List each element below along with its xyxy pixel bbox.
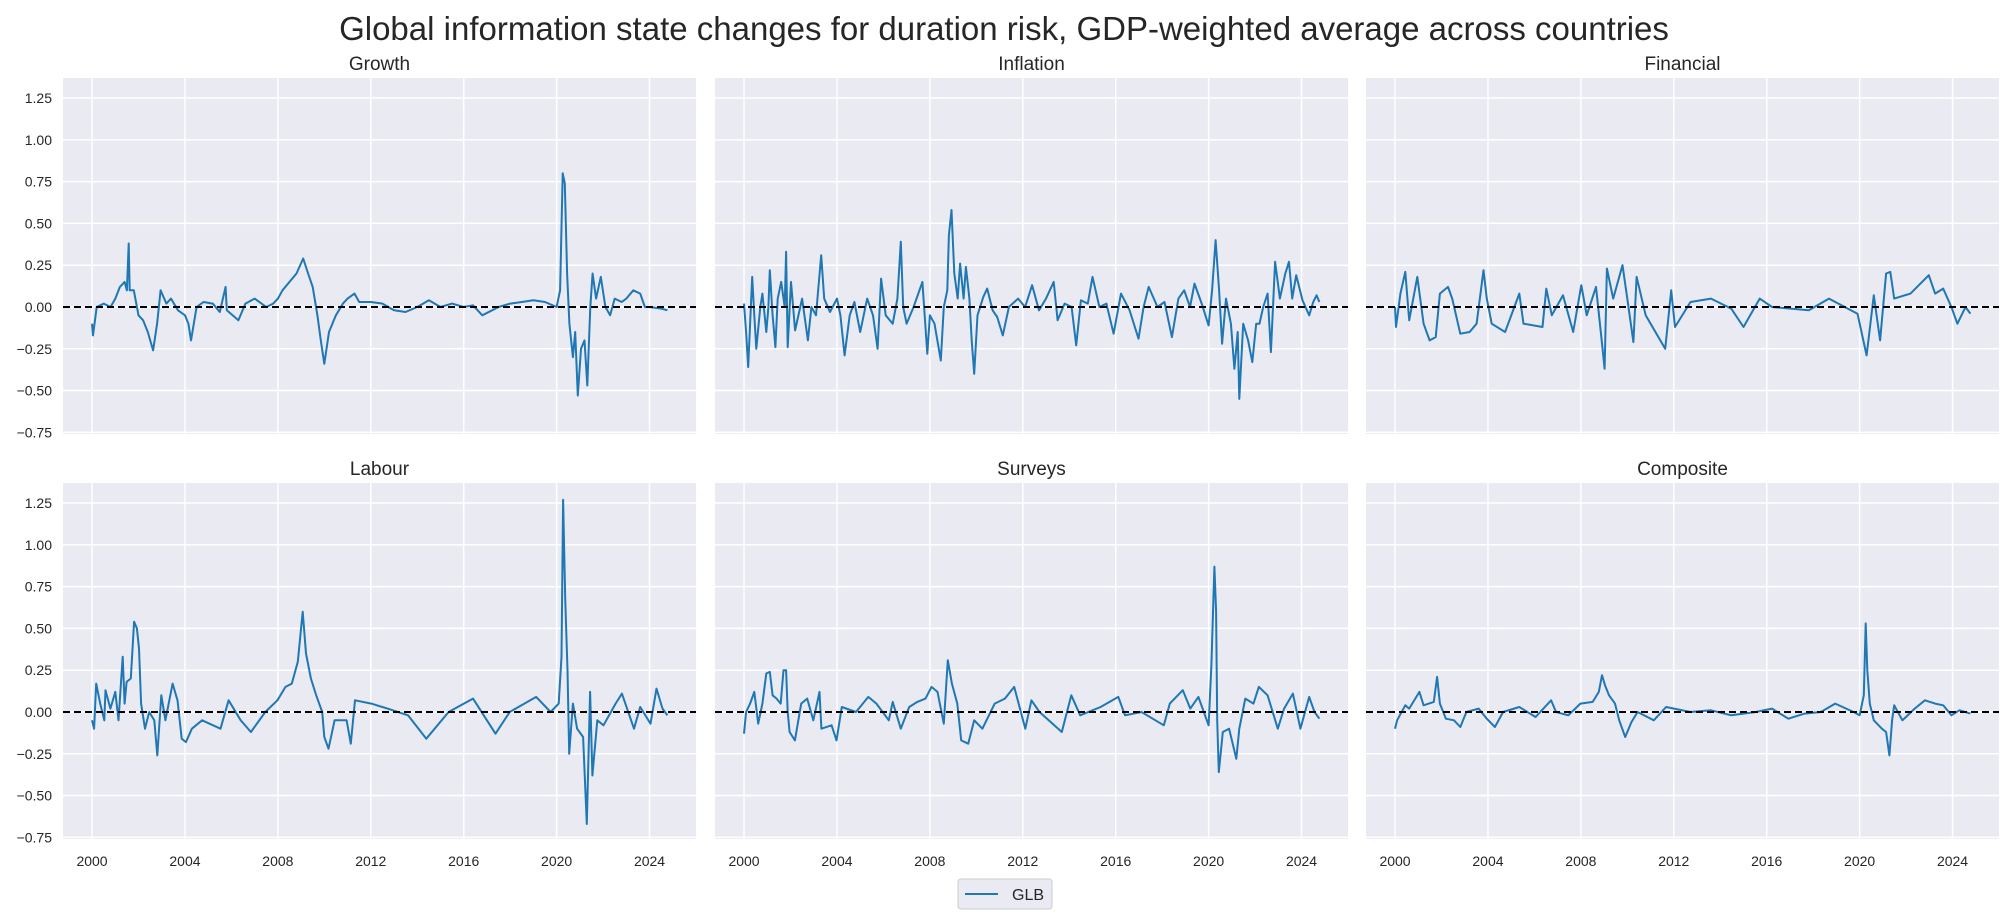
legend-box <box>957 878 1053 910</box>
x-tick-label: 2020 <box>1844 853 1875 869</box>
y-tick-label: 1.25 <box>25 495 52 511</box>
x-tick-label: 2020 <box>1193 853 1224 869</box>
series-line-glb <box>1394 622 1971 757</box>
x-tick-label: 2000 <box>76 853 107 869</box>
x-tick-label: 2016 <box>448 853 479 869</box>
x-tick-label: 2000 <box>1379 853 1410 869</box>
y-tick-label: 0.00 <box>25 299 52 315</box>
series-line-glb <box>743 209 1321 400</box>
x-tick-label: 2020 <box>541 853 572 869</box>
x-tick-label: 2008 <box>262 853 293 869</box>
x-tick-label: 2012 <box>1007 853 1038 869</box>
plot-area <box>63 483 696 839</box>
y-tick-label: 0.25 <box>25 257 52 273</box>
subplot-title: Financial <box>1644 54 1720 75</box>
x-tick-label: 2004 <box>169 853 200 869</box>
x-tick-label: 2016 <box>1100 853 1131 869</box>
series-line-glb <box>743 565 1321 774</box>
y-tick-label: 0.75 <box>25 579 52 595</box>
y-tick-label: 0.25 <box>25 662 52 678</box>
x-tick-label: 2008 <box>1565 853 1596 869</box>
y-tick-label: −0.75 <box>17 829 53 845</box>
x-tick-label: 2012 <box>1658 853 1689 869</box>
x-tick-label: 2008 <box>914 853 945 869</box>
x-tick-label: 2024 <box>1937 853 1968 869</box>
y-tick-label: 0.75 <box>25 174 52 190</box>
plot-area <box>63 78 696 434</box>
subplot-growth: −0.75 −0.50 −0.25 0.00 0.25 0.50 0.75 1.00 1.25 G… <box>17 54 696 440</box>
x-tick-label: 2004 <box>1472 853 1503 869</box>
y-tick-label: 1.25 <box>25 90 52 106</box>
subplot-surveys: 2000 2004 2008 2012 2016 2020 2024 Surveys <box>715 459 1348 869</box>
subplot-title: Composite <box>1637 459 1728 480</box>
y-tick-label: 1.00 <box>25 537 52 553</box>
y-tick-label: −0.50 <box>17 383 53 399</box>
plot-area <box>1366 483 1999 839</box>
y-tick-label: −0.25 <box>17 341 53 357</box>
plot-area <box>715 78 1348 434</box>
x-tick-label: 2000 <box>728 853 759 869</box>
subplot-labour: 2000 2004 2008 2012 2016 2020 2024 −0.75 −0.50 −0… <box>17 459 696 869</box>
plot-area <box>1366 78 1999 434</box>
subplot-financial: Financial <box>1366 54 1999 434</box>
y-tick-label: 0.00 <box>25 704 52 720</box>
legend: GLB <box>957 878 1053 910</box>
x-tick-label: 2024 <box>634 853 665 869</box>
y-tick-label: −0.75 <box>17 424 53 440</box>
subplot-inflation: Inflation <box>715 54 1348 434</box>
x-tick-label: 2024 <box>1286 853 1317 869</box>
plot-area <box>715 483 1348 839</box>
legend-label: GLB <box>1012 887 1044 904</box>
y-tick-label: −0.50 <box>17 788 53 804</box>
x-tick-label: 2016 <box>1751 853 1782 869</box>
subplots-grid: −0.75 −0.50 −0.25 0.00 0.25 0.50 0.75 1.00 1.25 G… <box>17 54 1999 869</box>
subplot-title: Inflation <box>998 54 1065 75</box>
series-line-glb <box>91 498 669 825</box>
x-tick-label: 2012 <box>355 853 386 869</box>
x-tick-label: 2004 <box>821 853 852 869</box>
y-tick-label: −0.25 <box>17 746 53 762</box>
figure-title: Global information state changes for dur… <box>339 10 1669 47</box>
subplot-composite: 2000 2004 2008 2012 2016 2020 2024 Composite <box>1366 459 1999 869</box>
subplot-title: Labour <box>350 459 410 480</box>
y-tick-label: 0.50 <box>25 215 52 231</box>
subplot-title: Growth <box>349 54 410 75</box>
y-tick-label: 0.50 <box>25 620 52 636</box>
series-line-glb <box>91 172 668 397</box>
subplot-title: Surveys <box>997 459 1066 480</box>
y-tick-label: 1.00 <box>25 132 52 148</box>
